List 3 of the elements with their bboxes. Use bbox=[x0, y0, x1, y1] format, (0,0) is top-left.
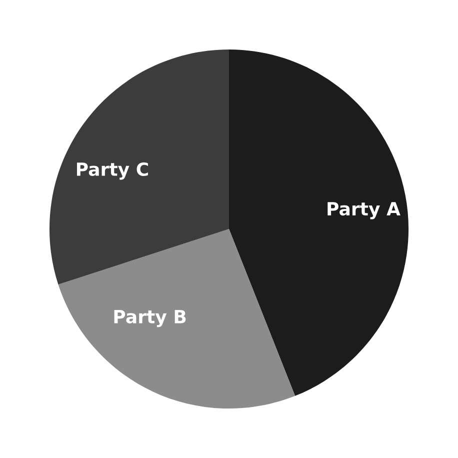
slice-label: Party A bbox=[328, 202, 400, 220]
slice-label: Party C bbox=[76, 162, 148, 180]
slice-label: Party B bbox=[114, 310, 186, 328]
